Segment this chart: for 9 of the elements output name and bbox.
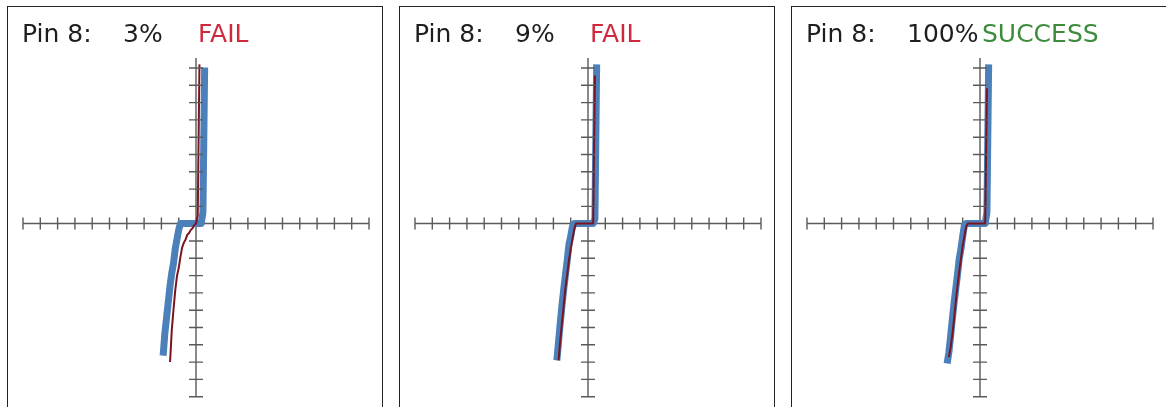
text: FAIL <box>590 19 641 48</box>
chart-subtitle: 9% <box>515 19 555 48</box>
text: FAIL <box>198 19 249 48</box>
text: SUCCESS <box>982 19 1099 48</box>
chart-title: Pin 8: <box>414 19 484 48</box>
chart-title: Pin 8: <box>22 19 92 48</box>
chart-subtitle: 3% <box>123 19 163 48</box>
chart-title: Pin 8: <box>806 19 876 48</box>
chart-subtitle: 100% <box>907 19 979 48</box>
